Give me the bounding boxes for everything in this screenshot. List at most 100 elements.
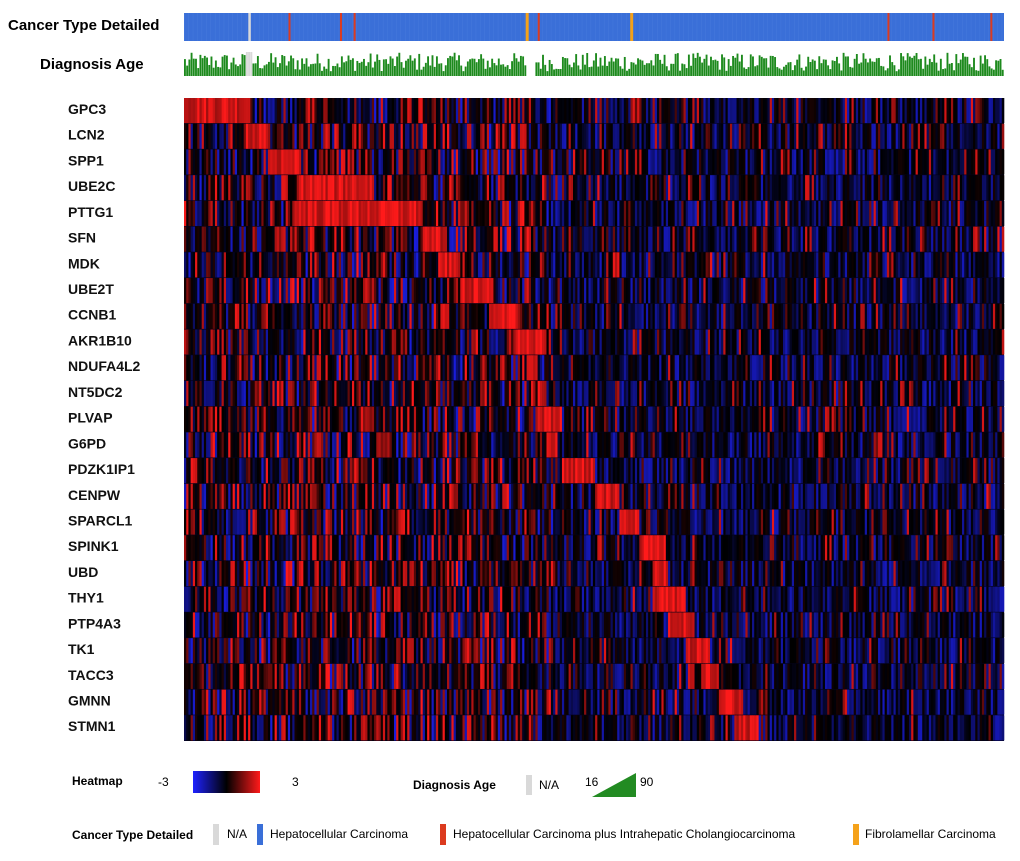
heatmap-cell xyxy=(765,355,768,381)
heatmap-cell xyxy=(802,355,806,381)
heatmap-cell xyxy=(568,355,572,381)
diagnosis-age-bar xyxy=(427,56,430,76)
heatmap-cell xyxy=(928,278,932,304)
diagnosis-age-bar xyxy=(663,54,666,76)
heatmap-cell xyxy=(774,149,777,175)
heatmap-cell xyxy=(515,278,519,304)
heatmap-cell xyxy=(964,175,967,201)
heatmap-cell xyxy=(254,200,258,226)
heatmap-cell xyxy=(559,303,563,329)
diagnosis-age-bar xyxy=(710,56,712,76)
heatmap-cell xyxy=(729,355,733,381)
heatmap-cell xyxy=(886,226,890,252)
heatmap-cell xyxy=(581,175,585,201)
heatmap-cell xyxy=(997,303,1000,329)
heatmap-cell xyxy=(188,303,191,329)
heatmap-cell xyxy=(407,252,410,278)
heatmap-cell xyxy=(911,226,914,252)
heatmap-cell xyxy=(325,149,328,175)
heatmap-cell xyxy=(195,226,198,252)
heatmap-cell xyxy=(267,123,271,149)
heatmap-cell xyxy=(349,380,353,407)
heatmap-cell xyxy=(533,355,536,381)
heatmap-cell xyxy=(860,303,863,329)
heatmap-cell xyxy=(782,278,786,304)
heatmap-cell xyxy=(462,355,465,381)
heatmap-cell xyxy=(752,226,755,252)
diagnosis-age-bar xyxy=(836,56,838,76)
heatmap-cell xyxy=(241,355,244,381)
heatmap-cell xyxy=(287,200,291,226)
heatmap-cell xyxy=(911,252,914,278)
heatmap-cell xyxy=(787,252,790,278)
heatmap-cell xyxy=(285,98,289,124)
heatmap-cell xyxy=(349,355,353,381)
heatmap-cell xyxy=(707,200,711,226)
heatmap-cell xyxy=(290,149,293,175)
diagnosis-age-bar xyxy=(782,66,785,76)
heatmap-cell xyxy=(913,98,916,124)
heatmap-cell xyxy=(199,226,202,252)
heatmap-cell xyxy=(356,278,359,304)
heatmap-cell xyxy=(447,200,450,226)
heatmap-cell xyxy=(413,175,417,201)
diagnosis-age-bar xyxy=(553,69,555,76)
diagnosis-age-bar xyxy=(866,62,869,76)
heatmap-cell xyxy=(334,226,337,252)
heatmap-cell xyxy=(802,98,806,124)
heatmap-cell xyxy=(608,380,611,407)
heatmap-cell xyxy=(891,252,894,278)
heatmap-cell xyxy=(760,175,764,201)
heatmap-cell xyxy=(794,329,797,355)
heatmap-cell xyxy=(866,380,870,407)
heatmap-cell xyxy=(957,200,961,226)
heatmap-cell xyxy=(480,278,483,304)
heatmap-cell xyxy=(668,380,671,407)
heatmap-cell xyxy=(237,98,240,124)
heatmap-cell xyxy=(285,226,289,252)
heatmap-cell xyxy=(634,98,638,124)
heatmap-cell xyxy=(491,329,494,355)
heatmap-cell xyxy=(824,123,828,149)
diagnosis-age-bar xyxy=(860,62,863,76)
heatmap-cell xyxy=(915,123,919,149)
heatmap-cell xyxy=(402,252,406,278)
heatmap-cell xyxy=(365,226,368,252)
heatmap-cell xyxy=(413,98,417,124)
heatmap-cell xyxy=(619,149,622,175)
heatmap-cell xyxy=(272,226,275,252)
diagnosis-age-bar xyxy=(676,53,679,76)
heatmap-cell xyxy=(650,278,653,304)
heatmap-cell xyxy=(913,149,916,175)
heatmap-cell xyxy=(402,355,406,381)
heatmap-cell xyxy=(577,380,580,407)
heatmap-cell xyxy=(301,175,304,201)
heatmap-cell xyxy=(279,200,282,226)
heatmap-cell xyxy=(237,329,240,355)
heatmap-cell xyxy=(913,278,916,304)
heatmap-cell xyxy=(298,200,302,226)
heatmap-cell xyxy=(639,98,642,124)
heatmap-cell xyxy=(968,252,972,278)
heatmap-cell xyxy=(966,98,969,124)
heatmap-cell xyxy=(475,123,479,149)
heatmap-cell xyxy=(698,175,702,201)
heatmap-cell xyxy=(654,329,658,355)
heatmap-cell xyxy=(588,380,591,407)
heatmap-cell xyxy=(827,329,830,355)
heatmap-row-mdk xyxy=(184,252,1005,278)
heatmap-cell xyxy=(630,329,633,355)
heatmap-cell xyxy=(780,98,784,124)
heatmap-cell xyxy=(334,278,337,304)
heatmap-cell xyxy=(497,175,501,201)
heatmap-cell xyxy=(997,252,1000,278)
heatmap-cell xyxy=(690,98,693,124)
heatmap-cell xyxy=(981,200,985,226)
heatmap-cell xyxy=(758,278,762,304)
heatmap-cell xyxy=(710,252,713,278)
heatmap-cell xyxy=(466,278,470,304)
heatmap-cell xyxy=(809,98,813,124)
heatmap-cell xyxy=(380,303,384,329)
heatmap-cell xyxy=(778,303,782,329)
heatmap-cell xyxy=(513,278,516,304)
